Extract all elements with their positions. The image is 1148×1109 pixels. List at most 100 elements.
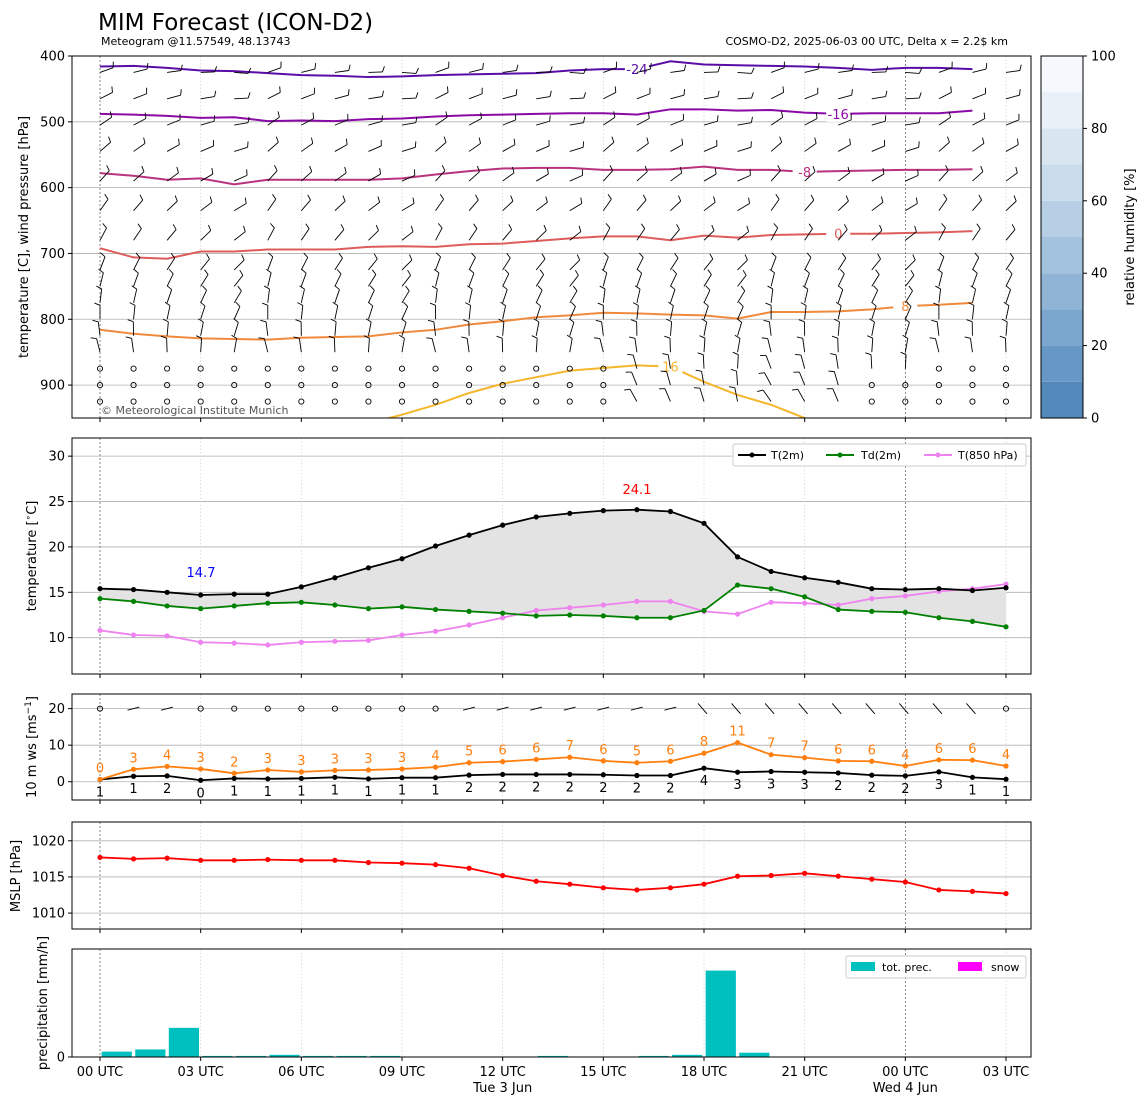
wind-speed-label: 4 (1002, 748, 1010, 763)
series-point (869, 609, 874, 614)
model-info-label: COSMO-D2, 2025-06-03 00 UTC, Delta x = 2… (725, 35, 1008, 48)
series-point (735, 740, 740, 745)
wind-gust-label: 1 (129, 782, 137, 797)
wind-speed-label: 3 (197, 751, 205, 766)
series-point (399, 556, 404, 561)
colorbar-band (1041, 165, 1083, 201)
y-tick-label: 20 (48, 702, 65, 717)
wind-speed-label: 3 (129, 751, 137, 766)
wind-speed-label: 6 (935, 742, 943, 757)
legend-t850: T(850 hPa) (957, 449, 1018, 462)
time-tick-label: 00 UTC (882, 1065, 928, 1080)
series-point (970, 758, 975, 763)
series-point (634, 507, 639, 512)
y-tick-label: 0 (57, 775, 65, 790)
wind-speed-label: 6 (499, 744, 507, 759)
wind-gust-label: 3 (733, 778, 741, 793)
chart-title: MIM Forecast (ICON-D2) (98, 10, 373, 36)
time-tick-label: 06 UTC (278, 1065, 324, 1080)
wind-speed-label: 6 (532, 741, 540, 756)
mslp-ylabel: MSLP [hPa] (9, 840, 24, 912)
series-point (534, 514, 539, 519)
series-point (601, 602, 606, 607)
wind-gust-label: 2 (465, 781, 473, 796)
y-tick-label: 700 (40, 247, 65, 262)
series-point (198, 606, 203, 611)
series-point (299, 600, 304, 605)
wind-speed-label: 3 (364, 752, 372, 767)
series-point (131, 856, 136, 861)
precip-legend: tot. prec. snow (846, 956, 1026, 978)
series-point (534, 757, 539, 762)
wind-gust-label: 1 (398, 784, 406, 799)
series-point (534, 772, 539, 777)
y-tick-label: 20 (48, 540, 65, 555)
colorbar-band (1041, 273, 1083, 309)
series-point (567, 772, 572, 777)
min-temperature-label: 14.7 (187, 566, 216, 581)
series-point (701, 608, 706, 613)
wind-speed-label: 6 (834, 743, 842, 758)
y-tick-label: 30 (48, 450, 65, 465)
colorbar-band (1041, 309, 1083, 345)
series-point (668, 885, 673, 890)
series-point (399, 861, 404, 866)
colorbar-tick-label: 0 (1091, 412, 1099, 427)
series-point (1003, 585, 1008, 590)
series-point (869, 773, 874, 778)
wind-speed-label: 4 (431, 749, 439, 764)
legend-precip: tot. prec. (882, 961, 932, 974)
legend-t2m: T(2m) (770, 449, 804, 462)
series-point (970, 775, 975, 780)
series-point (97, 855, 102, 860)
series-point (601, 885, 606, 890)
series-point (198, 640, 203, 645)
wind-speed-label: 3 (331, 752, 339, 767)
y-tick-label: 15 (48, 586, 65, 601)
series-point (534, 613, 539, 618)
series-point (332, 602, 337, 607)
series-point (836, 580, 841, 585)
series-point (534, 608, 539, 613)
series-point (97, 596, 102, 601)
wind-gust-label: 2 (633, 782, 641, 797)
series-point (198, 778, 203, 783)
wind-gust-label: 2 (566, 780, 574, 795)
series-point (399, 775, 404, 780)
series-point (500, 615, 505, 620)
temperature-legend: T(2m) Td(2m) T(850 hPa) (733, 444, 1026, 466)
upper-background (72, 56, 1031, 418)
wind-gust-label: 2 (834, 779, 842, 794)
wind-speed-label: 4 (163, 748, 171, 763)
wind-speed-label: 7 (801, 740, 809, 755)
series-point (500, 759, 505, 764)
series-point (232, 603, 237, 608)
series-point (836, 602, 841, 607)
series-point (601, 758, 606, 763)
date-label: Tue 3 Jun (472, 1081, 532, 1096)
series-point (601, 508, 606, 513)
wind-speed-label: 7 (767, 737, 775, 752)
max-temperature-label: 24.1 (623, 483, 652, 498)
series-point (265, 642, 270, 647)
wind-speed-label: 6 (666, 743, 674, 758)
wind-gust-label: 0 (197, 786, 205, 801)
wind-gust-label: 2 (163, 782, 171, 797)
series-point (634, 615, 639, 620)
series-point (131, 767, 136, 772)
panel-frame (72, 694, 1031, 800)
series-point (735, 611, 740, 616)
wind-gust-label: 1 (230, 784, 238, 799)
series-point (903, 879, 908, 884)
series-point (198, 766, 203, 771)
series-point (903, 587, 908, 592)
wind-gust-label: 1 (431, 784, 439, 799)
series-point (332, 575, 337, 580)
upper-ylabel: temperature [C], wind pressure [hPa] (17, 116, 32, 358)
wind-ylabel: 10 m ws [ms−1] (24, 696, 40, 798)
wind-gust-label: 2 (499, 780, 507, 795)
series-point (399, 604, 404, 609)
